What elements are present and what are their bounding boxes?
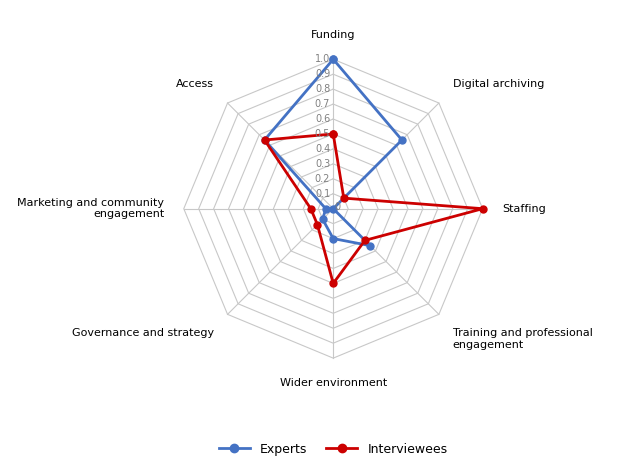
Text: 0.6: 0.6: [315, 114, 330, 124]
Text: 0.7: 0.7: [315, 99, 330, 109]
Line: Interviewees: Interviewees: [261, 130, 486, 287]
Interviewees: [340, 195, 347, 201]
Text: 0.4: 0.4: [315, 144, 330, 154]
Legend: Experts, Interviewees: Experts, Interviewees: [214, 438, 452, 461]
Experts: [366, 243, 374, 249]
Experts: [319, 217, 326, 222]
Text: 1.0: 1.0: [315, 54, 330, 64]
Text: 0: 0: [335, 202, 341, 212]
Experts: [329, 56, 337, 62]
Interviewees: [307, 206, 315, 212]
Text: 0.1: 0.1: [315, 189, 330, 199]
Text: Access: Access: [176, 79, 214, 89]
Interviewees: [479, 206, 486, 212]
Interviewees: [329, 280, 337, 286]
Experts: [322, 206, 329, 212]
Text: 0.5: 0.5: [315, 129, 330, 139]
Text: 0.8: 0.8: [315, 84, 330, 94]
Text: Training and professional
engagement: Training and professional engagement: [452, 328, 593, 350]
Text: Digital archiving: Digital archiving: [452, 79, 544, 89]
Interviewees: [329, 131, 337, 137]
Experts: [329, 206, 337, 212]
Interviewees: [261, 137, 268, 143]
Experts: [261, 137, 268, 143]
Text: Wider environment: Wider environment: [279, 377, 387, 388]
Interviewees: [314, 222, 321, 227]
Text: Staffing: Staffing: [502, 204, 546, 214]
Experts: [329, 56, 337, 62]
Text: 0.3: 0.3: [315, 159, 330, 169]
Text: Funding: Funding: [311, 30, 355, 40]
Text: Marketing and community
engagement: Marketing and community engagement: [17, 198, 164, 219]
Experts: [398, 137, 405, 143]
Text: Governance and strategy: Governance and strategy: [72, 328, 214, 338]
Text: 0.9: 0.9: [315, 69, 330, 79]
Line: Experts: Experts: [261, 56, 405, 249]
Interviewees: [329, 131, 337, 137]
Experts: [329, 236, 337, 241]
Interviewees: [361, 237, 368, 243]
Text: 0.2: 0.2: [315, 174, 330, 184]
